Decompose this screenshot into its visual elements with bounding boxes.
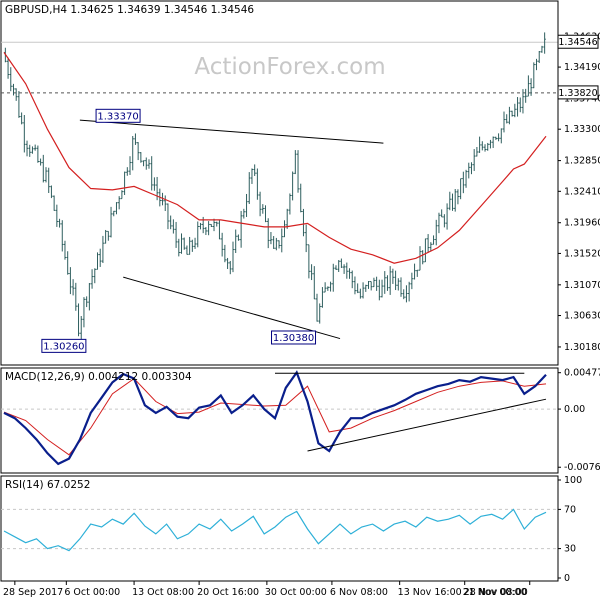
price-header: GBPUSD,H4 1.34625 1.34639 1.34546 1.3454… [5,4,254,16]
price-tick-label: 1.34190 [564,62,600,73]
macd-panel: MACD(12,26,9) 0.004212 0.003304 0.004777… [0,367,600,474]
rsi-panel-frame [0,475,559,582]
time-tick-label: 13 Nov 16:00 [398,587,462,598]
rsi-line [3,508,547,552]
price-trendline [123,276,341,340]
time-tick-label: 28 Sep 2017 [3,587,63,598]
price-tick-label: 1.31960 [564,218,600,229]
price-annotation-box [95,108,141,123]
time-tick-label: 30 Oct 00:00 [265,587,327,598]
moving-average-line [3,52,547,264]
rsi-tick-label: 0 [564,573,570,584]
price-annotation-label: 1.30380 [273,333,314,344]
time-tick-label: 6 Nov 08:00 [330,587,388,598]
macd-tick-label: 0.004777 [564,368,600,379]
price-annotation-label: 1.30260 [43,341,84,352]
time-tick-label: 28 Nov 08:00 [464,587,528,598]
price-tick-label: 1.32410 [564,186,600,197]
rsi-series-layer [1,508,558,552]
rsi-y-axis: 100 70 30 0 [558,475,582,584]
price-panel: ActionForex.com 1.33370 1.30260 1.30380 GB… [0,0,600,366]
time-x-axis: 28 Sep 2017 6 Oct 00:00 13 Oct 08:00 20 Oct… [3,581,531,598]
time-tick-label: 13 Oct 08:00 [132,587,194,598]
price-tick-label: 1.30180 [564,342,600,353]
level-price-marker [557,85,599,100]
rsi-tick-label: 70 [564,504,576,515]
price-annotation-label: 1.33370 [97,111,138,122]
macd-tick-label: 0.00 [564,404,585,415]
macd-trendline [307,398,547,452]
price-tick-label: 1.31070 [564,280,600,291]
price-tick-label: 1.33300 [564,124,600,135]
macd-tick-label: -0.007637 [564,462,600,473]
current-price-marker [557,34,599,49]
level-price-label: 1.33820 [558,88,597,99]
rsi-header: RSI(14) 67.0252 [5,479,90,491]
rsi-tick-label: 30 [564,544,576,555]
price-annotation-box [271,330,317,345]
watermark: ActionForex.com [194,54,385,80]
time-tick-label: 20 Oct 16:00 [197,587,259,598]
macd-y-axis: 0.004777 0.00 -0.007637 [558,368,600,473]
price-panel-frame [0,0,559,366]
price-tick-label: 1.31520 [564,248,600,259]
rsi-panel: RSI(14) 67.0252 100 70 30 0 [0,475,582,584]
macd-line [3,370,547,466]
price-annotation-box [41,338,87,353]
price-y-axis: 1.346301.341901.337401.333001.328501.324… [557,31,600,353]
price-tick-label: 1.30630 [564,311,600,322]
signal-line [3,377,547,456]
price-trendline [79,119,384,144]
time-tick-label: 6 Oct 00:00 [64,587,120,598]
macd-header: MACD(12,26,9) 0.004212 0.003304 [5,371,192,383]
time-tick-label: 21 Nov 00:00 [463,587,527,598]
macd-series-layer [1,370,558,466]
current-price-label: 1.34546 [558,37,597,48]
price-tick-label: 1.32850 [564,156,600,167]
price-series-layer: 1.33370 1.30260 1.30380 [1,32,558,353]
rsi-tick-label: 100 [564,475,582,486]
